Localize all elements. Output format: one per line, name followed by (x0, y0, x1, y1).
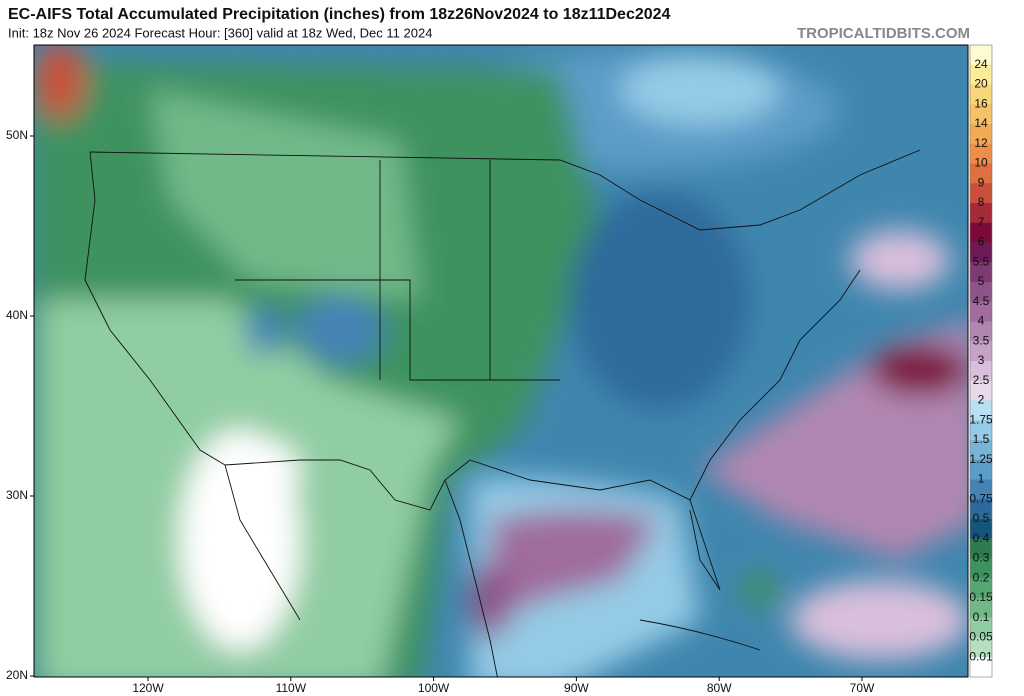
colorbar-swatch (970, 617, 992, 638)
colorbar-label: 5.5 (973, 254, 990, 268)
colorbar-label: 0.1 (973, 610, 990, 624)
title: EC-AIFS Total Accumulated Precipitation … (8, 6, 671, 23)
lat-label: 20N (6, 668, 28, 682)
colorbar-label: 2.5 (973, 373, 990, 387)
colorbar-label: 12 (974, 136, 988, 150)
colorbar-swatch (970, 321, 992, 342)
colorbar-label: 1.25 (969, 452, 993, 466)
map-frame (33, 44, 969, 678)
lat-label: 30N (6, 488, 28, 502)
colorbar-swatch (970, 479, 992, 500)
colorbar-swatch (970, 578, 992, 599)
lon-label: 110W (276, 681, 307, 695)
colorbar-swatch (970, 143, 992, 164)
colorbar-label: 20 (974, 77, 988, 91)
lon-label: 100W (418, 681, 450, 695)
colorbar-label: 0.05 (969, 630, 993, 644)
watermark: TROPICALTIDBITS.COM (797, 25, 970, 42)
colorbar-label: 6 (978, 235, 985, 249)
colorbar-label: 16 (974, 96, 988, 110)
colorbar-swatch (970, 519, 992, 540)
colorbar-label: 0.15 (969, 590, 993, 604)
lon-label: 70W (850, 681, 875, 695)
colorbar-label: 0.5 (973, 511, 990, 525)
lat-label: 40N (6, 308, 28, 322)
colorbar-swatch (970, 183, 992, 204)
colorbar-swatch (970, 341, 992, 362)
colorbar-swatch (970, 262, 992, 283)
colorbar-label: 0.4 (973, 531, 990, 545)
colorbar-swatch (970, 459, 992, 480)
colorbar-swatch (970, 124, 992, 145)
colorbar-swatch (970, 64, 992, 85)
colorbar-swatch (970, 499, 992, 520)
colorbar-swatch (970, 163, 992, 184)
colorbar-frame (969, 44, 993, 678)
colorbar-label: 9 (978, 175, 985, 189)
colorbar-label: 2 (978, 393, 985, 407)
colorbar-swatch (970, 538, 992, 559)
colorbar-swatch (970, 380, 992, 401)
colorbar-swatch (970, 598, 992, 619)
axes: 50N 40N 30N 20N 120W 110W 100W 90W 80W 70W (6, 128, 875, 695)
colorbar-swatch (970, 104, 992, 125)
colorbar-label: 1 (978, 472, 985, 486)
colorbar-label: 14 (974, 116, 988, 130)
colorbar-swatch (970, 301, 992, 322)
colorbar-swatch (970, 45, 992, 66)
colorbar-label: 0.01 (969, 649, 993, 663)
colorbar-swatch (970, 222, 992, 243)
colorbar-label: 4 (978, 314, 985, 328)
colorbar-label: 24 (974, 57, 988, 71)
colorbar-swatch (970, 84, 992, 105)
boundaries (84, 149, 921, 677)
colorbar-label: 1.75 (969, 412, 993, 426)
map (34, 45, 968, 677)
subtitle: Init: 18z Nov 26 2024 Forecast Hour: [36… (8, 25, 432, 40)
colorbar-swatch (970, 558, 992, 579)
colorbar-label: 0.2 (973, 570, 990, 584)
colorbar-label: 5 (978, 274, 985, 288)
colorbar-swatch (970, 657, 992, 678)
lon-label: 80W (707, 681, 732, 695)
colorbar-label: 4.5 (973, 294, 990, 308)
colorbar-swatch (970, 440, 992, 461)
colorbar-swatch (970, 361, 992, 382)
colorbar-swatch (970, 282, 992, 303)
colorbar-label: 10 (974, 156, 988, 170)
colorbar-label: 8 (978, 195, 985, 209)
lon-label: 120W (132, 681, 164, 695)
lat-label: 50N (6, 128, 28, 142)
colorbar-label: 3.5 (973, 333, 990, 347)
lon-label: 90W (564, 681, 589, 695)
colorbar-swatch (970, 637, 992, 658)
colorbar-label: 3 (978, 353, 985, 367)
colorbar-swatch (970, 242, 992, 263)
colorbar-label: 1.5 (973, 432, 990, 446)
colorbar-swatch (970, 203, 992, 224)
colorbar: 24 20 16 14 12 10 9 8 7 6 5.5 5 4.5 4 3.5 3 2.5 2 1.75 1.5 1… (969, 44, 993, 678)
colorbar-label: 0.3 (973, 551, 990, 565)
colorbar-label: 7 (978, 215, 985, 229)
colorbar-swatch (970, 400, 992, 421)
precip-field (34, 45, 968, 677)
colorbar-label: 0.75 (969, 491, 993, 505)
colorbar-swatch (970, 420, 992, 441)
